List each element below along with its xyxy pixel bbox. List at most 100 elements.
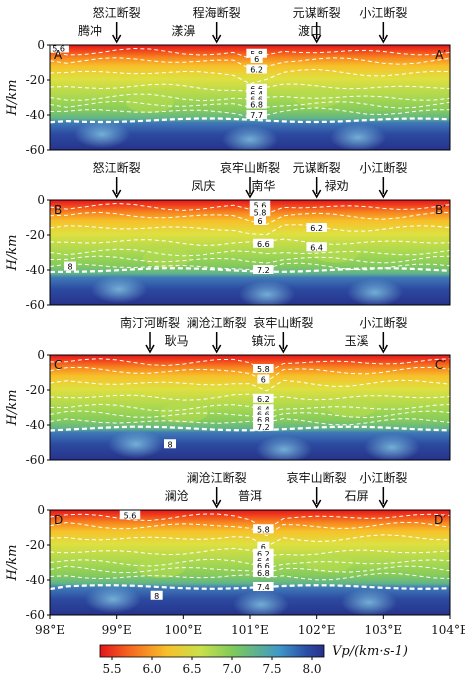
fault-label: 小江断裂 bbox=[359, 315, 407, 330]
place-label: 凤庆 bbox=[191, 179, 215, 193]
contour-label-box bbox=[253, 393, 274, 403]
fault-label: 怒江断裂 bbox=[93, 160, 141, 175]
velocity-field: 5.65.866.26.46.66.87.48 bbox=[50, 510, 450, 615]
y-tick-label: -60 bbox=[26, 608, 45, 622]
x-axis: 98°E 99°E 100°E 101°E 102°E 103°E 104°E bbox=[35, 615, 465, 637]
profile-start-label: D bbox=[54, 513, 63, 527]
fault-label: 怒江断裂 bbox=[93, 5, 141, 20]
fault-label: 元谋断裂 bbox=[293, 5, 341, 20]
contour-label: 6 bbox=[261, 376, 266, 385]
low-velocity-anomaly bbox=[364, 433, 420, 460]
contour-label: 7.7 bbox=[250, 111, 263, 120]
colorbar-tick-label: 8.0 bbox=[302, 662, 321, 676]
velocity-contour bbox=[50, 83, 450, 92]
velocity-contour bbox=[50, 262, 450, 271]
profile-end-label: C′ bbox=[435, 358, 446, 372]
profile-start-label: B bbox=[54, 203, 62, 217]
contour-label: 7.4 bbox=[257, 583, 270, 592]
contour-label: 6.8 bbox=[257, 569, 270, 578]
low-velocity-anomaly bbox=[108, 430, 164, 459]
contour-label: 7.2 bbox=[257, 423, 270, 432]
low-velocity-anomaly bbox=[222, 125, 278, 150]
low-velocity-anomaly bbox=[91, 275, 147, 304]
place-label: 腾冲 bbox=[78, 23, 102, 38]
x-tick-label: 102°E bbox=[298, 623, 336, 637]
contour-label: 6.2 bbox=[257, 395, 270, 404]
contour-label: 6.2 bbox=[257, 550, 270, 559]
velocity-contour bbox=[50, 224, 450, 236]
contour-label: 5.8 bbox=[257, 525, 270, 534]
y-tick-label: -20 bbox=[26, 538, 45, 552]
contour-label-box bbox=[246, 83, 267, 93]
place-label: 普洱 bbox=[238, 489, 262, 503]
fault-arrow-head bbox=[145, 344, 155, 354]
x-tick-label: 99°E bbox=[102, 623, 132, 637]
profile-start-label: C bbox=[54, 358, 62, 372]
contour-label-box bbox=[50, 45, 69, 53]
velocity-contour bbox=[50, 57, 450, 70]
contour-label: 7.2 bbox=[257, 266, 270, 275]
contour-label-box bbox=[249, 200, 271, 210]
y-tick-label: -40 bbox=[26, 263, 45, 277]
contour-label: 6.8 bbox=[257, 416, 270, 425]
fault-label: 南汀河断裂 bbox=[120, 315, 180, 330]
contour-label-box bbox=[306, 223, 327, 232]
contour-label-box bbox=[246, 48, 267, 58]
contour-label: 5.6 bbox=[124, 511, 137, 520]
contour-label-box bbox=[246, 64, 267, 74]
contour-label: 5.8 bbox=[257, 365, 270, 374]
contour-label: 6.4 bbox=[310, 243, 323, 252]
low-velocity-anomaly bbox=[85, 585, 141, 614]
velocity-contour bbox=[50, 202, 450, 215]
profile-panel-D: 5.65.866.26.46.66.87.480-20-40-60H/kmDD′… bbox=[5, 470, 451, 622]
colorbar-tick-label: 7.5 bbox=[262, 662, 281, 676]
contour-label-box bbox=[257, 374, 270, 384]
fault-arrow-head bbox=[378, 34, 388, 44]
fault-label: 澜沧江断裂 bbox=[187, 315, 247, 330]
profile-end-label: A′ bbox=[435, 48, 446, 62]
y-axis-label: H/km bbox=[5, 235, 20, 272]
contour-label: 6 bbox=[257, 217, 262, 226]
profile-panel-B: 5.65.86 6.2 6.4 6.6 7.2 8 0 -20 -40 -60 H/km B B′ 怒江断… bbox=[5, 160, 451, 312]
velocity-contour bbox=[50, 547, 450, 557]
y-axis-label: H/km bbox=[5, 545, 20, 582]
fault-arrow-head bbox=[378, 344, 388, 354]
contour-label-box bbox=[119, 510, 141, 520]
contour-label-box bbox=[306, 242, 327, 252]
y-tick-label: -20 bbox=[26, 73, 45, 87]
crust-anomaly bbox=[143, 247, 191, 268]
fault-label: 哀牢山断裂 bbox=[287, 470, 347, 485]
colorbar-tick-label: 6.5 bbox=[182, 662, 201, 676]
colorbar-label: Vp/(km·s-1) bbox=[332, 644, 408, 659]
crust-anomaly bbox=[160, 402, 208, 423]
y-tick-label: -40 bbox=[26, 573, 45, 587]
contour-label-box bbox=[253, 409, 274, 419]
contour-label-box bbox=[246, 110, 267, 119]
panel-frame bbox=[49, 44, 451, 151]
contour-label-box bbox=[253, 364, 274, 373]
contour-label-box bbox=[246, 89, 267, 98]
profile-panel-A: 5.65.866.26.66.46.66.87.70-20-40-60H/kmA… bbox=[5, 5, 451, 157]
fault-arrow-head bbox=[378, 189, 388, 199]
contour-label: 5.6 bbox=[254, 201, 267, 210]
fault-arrow-head bbox=[312, 499, 322, 509]
fault-label: 澜沧江断裂 bbox=[187, 470, 247, 485]
colorbar-tick-label: 7.0 bbox=[222, 662, 241, 676]
y-tick-label: 0 bbox=[37, 348, 45, 362]
fault-label: 小江断裂 bbox=[359, 5, 407, 20]
place-label: 石屏 bbox=[345, 489, 369, 503]
y-tick-label: -60 bbox=[26, 453, 45, 467]
velocity-contour bbox=[50, 393, 450, 401]
crust-anomaly bbox=[126, 92, 174, 113]
place-label: 渡口 bbox=[298, 23, 322, 38]
fault-arrow-head bbox=[378, 499, 388, 509]
y-axis-label: H/km bbox=[5, 80, 20, 117]
moho-line bbox=[50, 584, 450, 591]
y-tick-label: 0 bbox=[37, 193, 45, 207]
y-tick-label: -20 bbox=[26, 383, 45, 397]
x-tick-label: 104°E bbox=[431, 623, 465, 637]
y-tick-label: -20 bbox=[26, 228, 45, 242]
contour-label: 8 bbox=[154, 592, 159, 601]
fault-arrow-head bbox=[312, 34, 322, 44]
contour-label-box bbox=[250, 54, 263, 63]
